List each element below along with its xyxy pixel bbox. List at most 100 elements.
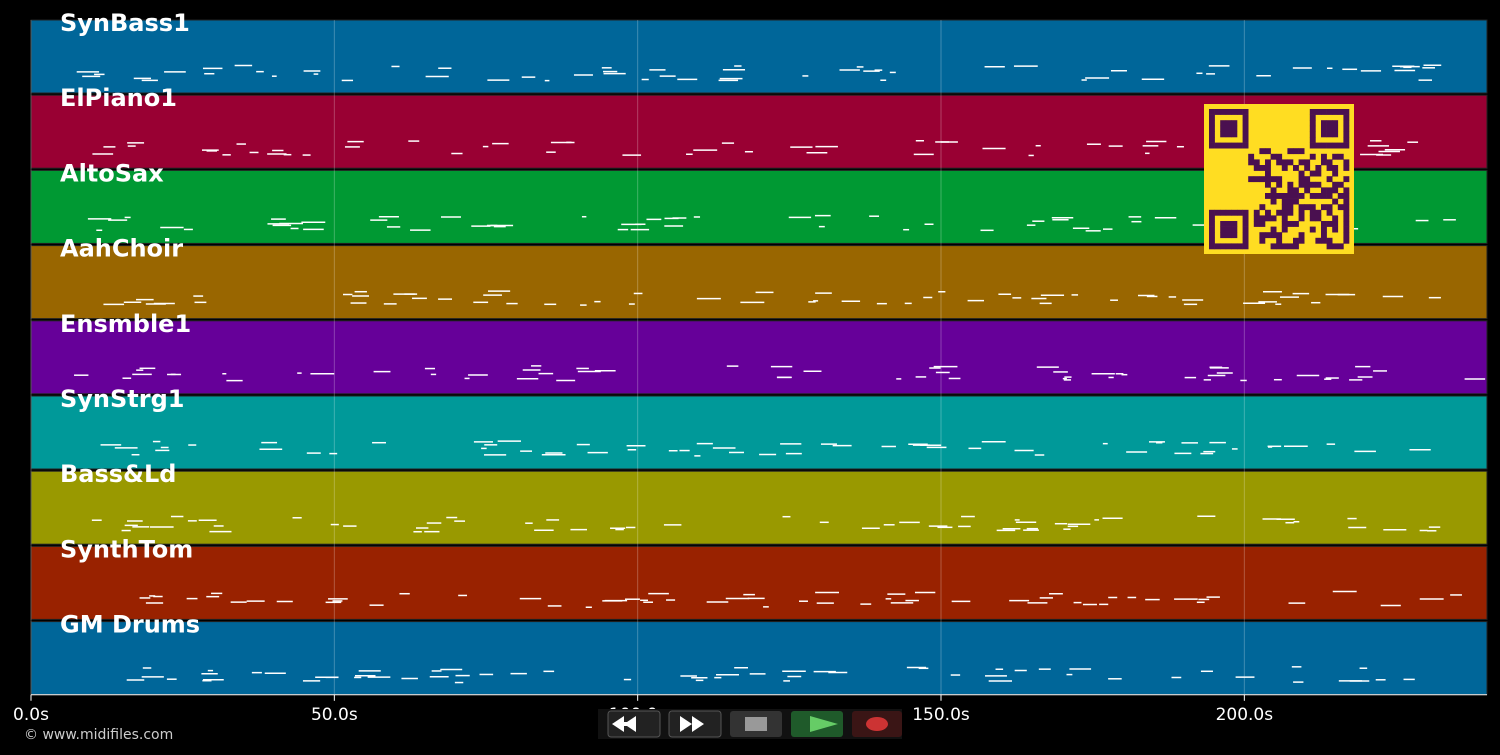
- qr-cell: [1332, 170, 1339, 177]
- qr-cell: [1225, 243, 1232, 250]
- qr-cell: [1337, 181, 1344, 188]
- qr-cell: [1259, 204, 1266, 211]
- qr-cell: [1237, 243, 1243, 250]
- qr-cell: [1220, 131, 1227, 138]
- qr-cell: [1293, 148, 1299, 155]
- qr-cell: [1287, 181, 1294, 188]
- track-name: Ensmble1: [60, 310, 191, 338]
- qr-cell: [1309, 170, 1316, 177]
- qr-cell: [1293, 165, 1299, 171]
- qr-cell: [1326, 125, 1333, 132]
- qr-cell: [1321, 232, 1327, 239]
- qr-cell: [1270, 232, 1277, 239]
- qr-cell: [1225, 120, 1232, 127]
- qr-cell: [1242, 114, 1249, 121]
- qr-cell: [1259, 176, 1266, 183]
- qr-cell: [1248, 176, 1255, 183]
- qr-cell: [1304, 187, 1311, 194]
- qr-cell: [1287, 159, 1294, 166]
- qr-cell: [1326, 243, 1333, 250]
- track-lane: [30, 470, 1488, 545]
- qr-cell: [1321, 125, 1327, 132]
- qr-cell: [1326, 187, 1333, 194]
- qr-cell: [1321, 226, 1327, 233]
- qr-cell: [1209, 232, 1215, 239]
- qr-cell: [1287, 198, 1294, 205]
- qr-cell: [1242, 226, 1249, 233]
- qr-cell: [1326, 142, 1333, 149]
- qr-cell: [1309, 142, 1316, 149]
- qr-cell: [1225, 125, 1232, 132]
- qr-cell: [1315, 170, 1322, 177]
- qr-cell: [1332, 165, 1339, 171]
- qr-cell: [1253, 176, 1260, 183]
- qr-cell: [1270, 215, 1277, 222]
- qr-cell: [1321, 193, 1327, 199]
- forward-button[interactable]: [668, 710, 722, 738]
- qr-cell: [1214, 142, 1221, 149]
- qr-cell: [1248, 153, 1255, 160]
- qr-cell: [1270, 198, 1277, 205]
- qr-cell: [1321, 221, 1327, 227]
- qr-cell: [1337, 109, 1344, 115]
- qr-cell: [1259, 221, 1266, 227]
- qr-cell: [1220, 142, 1227, 149]
- qr-cell: [1332, 120, 1339, 127]
- notes: [74, 64, 1486, 684]
- track-name: ElPiano1: [60, 84, 177, 112]
- qr-cell: [1337, 243, 1344, 250]
- qr-cell: [1309, 131, 1316, 138]
- qr-cell: [1237, 109, 1243, 115]
- qr-cell: [1298, 181, 1305, 188]
- qr-cell: [1270, 193, 1277, 199]
- qr-cell: [1231, 142, 1238, 149]
- qr-cell: [1293, 198, 1299, 205]
- qr-cell: [1214, 109, 1221, 115]
- qr-cell: [1253, 165, 1260, 171]
- qr-cell: [1265, 170, 1271, 177]
- qr-cell: [1220, 243, 1227, 250]
- rewind-button[interactable]: [607, 710, 661, 738]
- qr-cell: [1343, 209, 1350, 216]
- track-name: SynBass1: [60, 9, 190, 37]
- qr-cell: [1276, 159, 1283, 166]
- qr-cell: [1315, 142, 1322, 149]
- qr-cell: [1253, 209, 1260, 216]
- qr-cell: [1209, 215, 1215, 222]
- play-button[interactable]: [791, 711, 843, 737]
- qr-cell: [1304, 159, 1311, 166]
- qr-cell: [1242, 142, 1249, 149]
- qr-cell: [1259, 232, 1266, 239]
- qr-cell: [1332, 221, 1339, 227]
- qr-cell: [1231, 209, 1238, 216]
- stop-button[interactable]: [730, 711, 782, 737]
- track-lane: [30, 19, 1488, 94]
- qr-cell: [1281, 243, 1288, 250]
- qr-cell: [1209, 137, 1215, 143]
- qr-cell: [1259, 148, 1266, 155]
- qr-cell: [1209, 109, 1215, 115]
- qr-cell: [1326, 159, 1333, 166]
- qr-cell: [1309, 114, 1316, 121]
- qr-cell: [1326, 209, 1333, 216]
- qr-cell: [1270, 153, 1277, 160]
- qr-cell: [1242, 137, 1249, 143]
- qr-cell: [1209, 120, 1215, 127]
- qr-cell: [1265, 215, 1271, 222]
- record-button[interactable]: [852, 711, 902, 737]
- qr-cell: [1321, 187, 1327, 194]
- qr-cell: [1343, 187, 1350, 194]
- track-name: Bass&Ld: [60, 460, 176, 488]
- qr-cell: [1309, 226, 1316, 233]
- qr-cell: [1225, 142, 1232, 149]
- transport-controls: [598, 709, 902, 739]
- qr-cell: [1281, 198, 1288, 205]
- qr-cell: [1343, 131, 1350, 138]
- qr-cell: [1315, 193, 1322, 199]
- qr-cell: [1242, 232, 1249, 239]
- qr-cell: [1343, 159, 1350, 166]
- qr-cell: [1242, 215, 1249, 222]
- qr-cell: [1281, 165, 1288, 171]
- qr-cell: [1209, 114, 1215, 121]
